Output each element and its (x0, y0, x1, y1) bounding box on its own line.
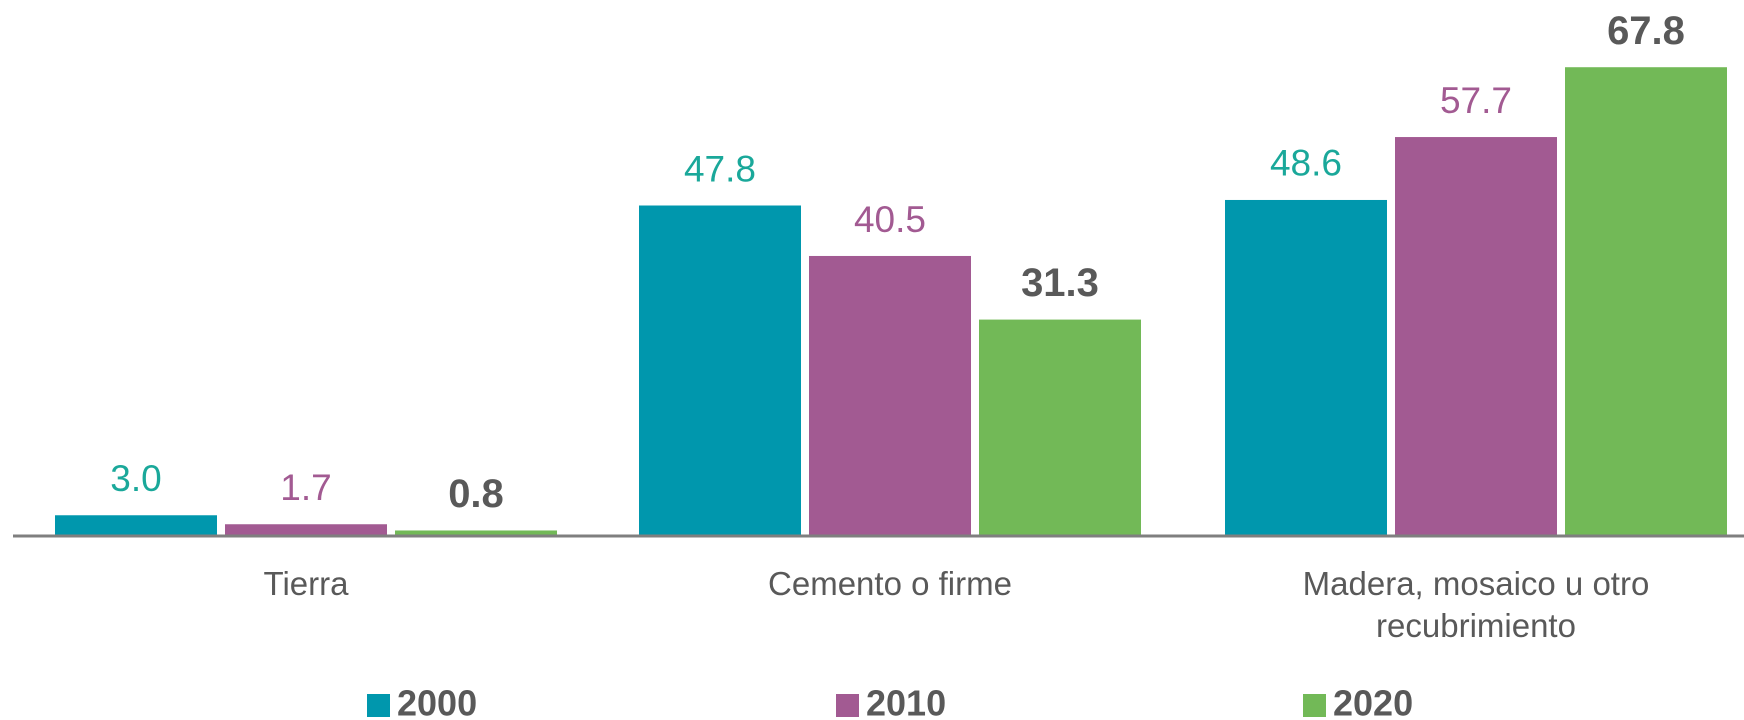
x-tick-label: Tierra (263, 565, 349, 602)
bar (225, 524, 387, 536)
legend-swatch (367, 694, 390, 717)
data-label: 67.8 (1607, 9, 1685, 53)
data-label: 3.0 (110, 458, 161, 499)
bar (809, 255, 971, 536)
data-label: 57.7 (1440, 80, 1512, 121)
bar (395, 530, 557, 536)
bar (1225, 199, 1387, 537)
bar (55, 515, 217, 536)
bar (1395, 137, 1557, 536)
x-tick-label: Madera, mosaico u otro recubrimiento (1302, 565, 1650, 644)
data-label: 48.6 (1270, 143, 1342, 184)
bar (1565, 67, 1727, 536)
legend-label: 2020 (1333, 683, 1413, 720)
data-label: 47.8 (684, 148, 756, 189)
legend-label: 2000 (397, 683, 477, 720)
data-label: 31.3 (1021, 261, 1099, 305)
legend-label: 2010 (866, 683, 946, 720)
bar (979, 319, 1141, 536)
data-label: 0.8 (448, 472, 504, 516)
x-tick-label: Cemento o firme (768, 565, 1012, 602)
legend-swatch (836, 694, 859, 717)
legend-swatch (1303, 694, 1326, 717)
data-label: 40.5 (854, 199, 926, 240)
bar (639, 205, 801, 537)
data-label: 1.7 (280, 467, 331, 508)
